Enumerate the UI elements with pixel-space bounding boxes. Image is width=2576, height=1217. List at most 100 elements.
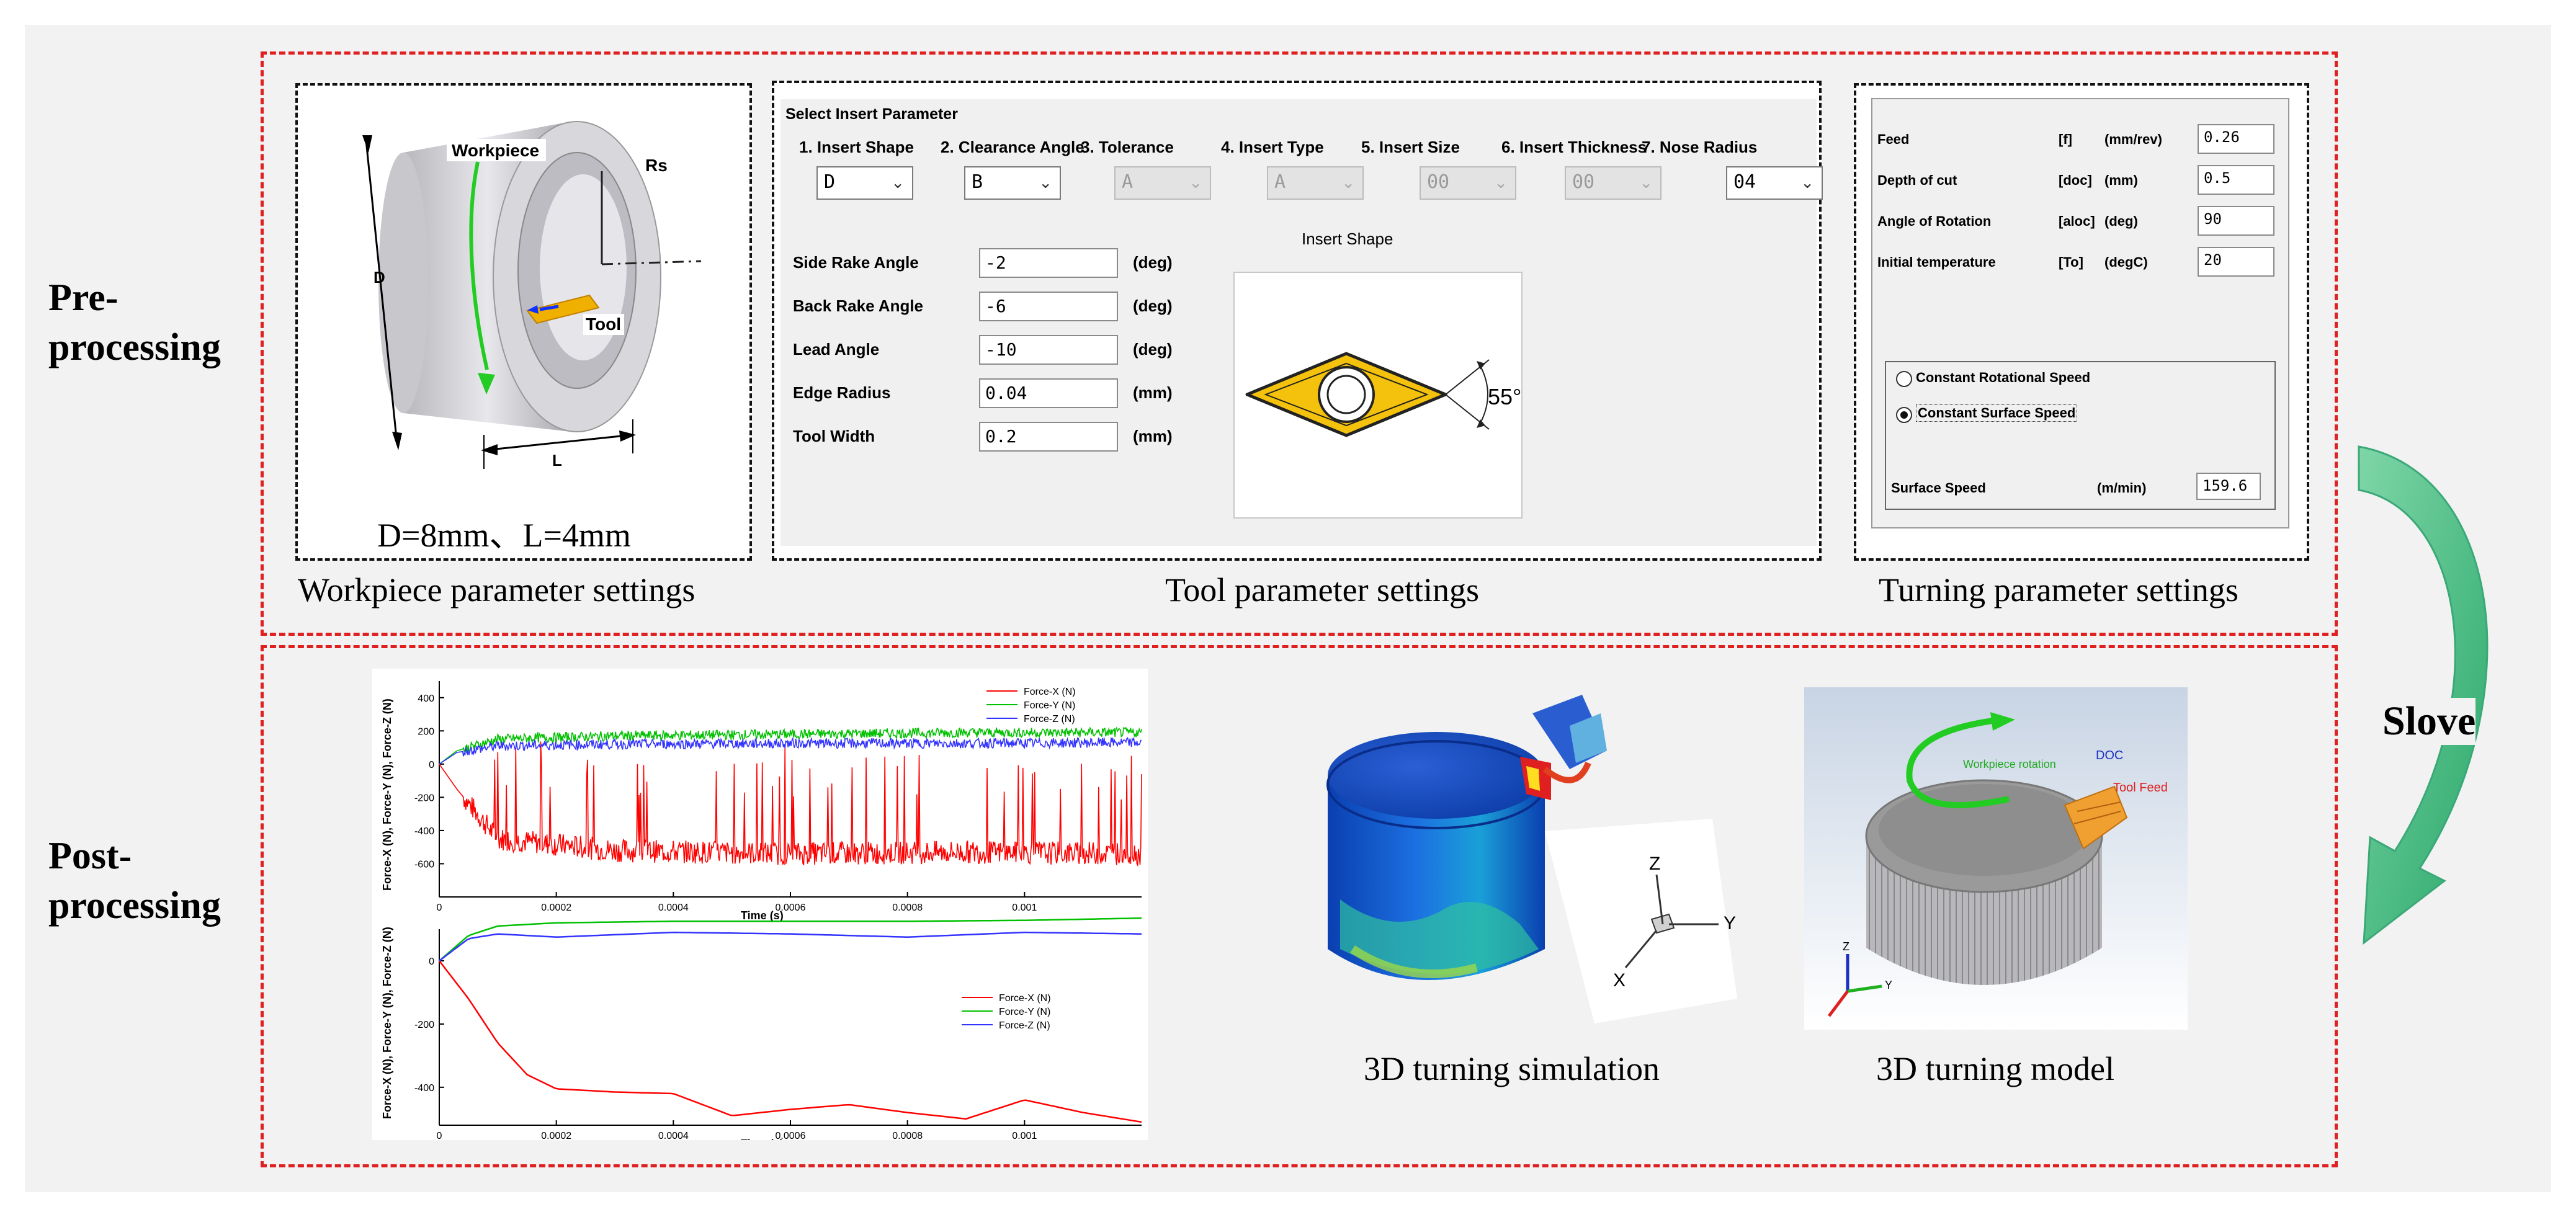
x-tick-label: 0.0002 <box>541 1131 571 1140</box>
angle-label: Edge Radius <box>793 383 891 402</box>
model-illustration: Workpiece rotation DOC Tool Feed Z Y <box>1804 687 2188 1030</box>
x-tick-label: 0.0008 <box>892 903 923 913</box>
surface-speed-input[interactable]: 159.6 <box>2196 473 2261 500</box>
pre-processing-label: Pre- processing <box>48 277 221 368</box>
model-label-rotation: Workpiece rotation <box>1963 758 2056 770</box>
insert-column-label: 4. Insert Type <box>1221 138 1324 156</box>
insert-select-value: 00 <box>1427 171 1450 193</box>
x-tick-label: 0.0008 <box>892 1131 923 1140</box>
insert-column-label: 2. Clearance Angle <box>941 138 1085 156</box>
radio-surface-label: Constant Surface Speed <box>1916 404 2078 422</box>
model-caption: 3D turning model <box>1876 1050 2114 1087</box>
insert-select[interactable]: 00 ⌄ <box>1565 166 1661 200</box>
y-tick-label: 400 <box>418 693 434 704</box>
x-axis-label: Time (s) <box>741 909 784 922</box>
x-tick-label: 0 <box>437 903 442 913</box>
turning-row-symbol: [doc] <box>2059 172 2092 188</box>
model-figure: Workpiece rotation DOC Tool Feed Z Y <box>1804 687 2188 1030</box>
turning-row-symbol: [aloc] <box>2059 213 2095 229</box>
solve-label: Slove <box>2382 698 2476 745</box>
insert-column-label: 6. Insert Thickness <box>1501 138 1647 156</box>
chevron-down-icon[interactable]: ⌄ <box>1039 174 1052 192</box>
angle-input[interactable]: 0.04 <box>979 378 1118 408</box>
label-rs: Rs <box>645 156 668 175</box>
radio-rotational-circle[interactable] <box>1896 371 1912 387</box>
insert-column-label: 1. Insert Shape <box>799 138 914 156</box>
turning-row-input[interactable]: 90 <box>2198 206 2274 236</box>
x-tick-label: 0.0006 <box>776 903 806 913</box>
workpiece-dims: D=8mm、L=4mm <box>377 517 631 554</box>
chevron-down-icon[interactable]: ⌄ <box>1189 174 1202 192</box>
legend-entry: Force-Z (N) <box>999 1020 1050 1031</box>
x-tick-label: 0.001 <box>1012 1131 1037 1140</box>
angle-input[interactable]: -10 <box>979 335 1118 365</box>
turning-row-symbol: [To] <box>2059 254 2083 270</box>
y-tick-label: 0 <box>429 956 434 967</box>
x-tick-label: 0.001 <box>1012 903 1037 913</box>
insert-select[interactable]: A ⌄ <box>1267 166 1364 200</box>
insert-column-label: 7. Nose Radius <box>1642 138 1758 156</box>
insert-select[interactable]: A ⌄ <box>1114 166 1211 200</box>
insert-select[interactable]: 04 ⌄ <box>1726 166 1823 200</box>
solve-arrow <box>2358 445 2489 945</box>
angle-input[interactable]: -2 <box>979 248 1118 278</box>
turning-row-input[interactable]: 0.5 <box>2198 165 2274 195</box>
legend-entry: Force-Y (N) <box>1024 700 1075 711</box>
legend-entry: Force-X (N) <box>1024 687 1076 697</box>
turning-row-symbol: [f] <box>2059 132 2072 147</box>
insert-select[interactable]: B ⌄ <box>964 166 1061 200</box>
turning-row-input[interactable]: 0.26 <box>2198 124 2274 154</box>
insert-select-value: B <box>972 171 983 193</box>
angle-unit: (deg) <box>1133 253 1173 272</box>
label-l: L <box>552 451 562 470</box>
angle-label: Side Rake Angle <box>793 253 919 272</box>
turning-row-label: Depth of cut <box>1877 172 1957 188</box>
sim-axis-y: Y <box>1724 913 1736 934</box>
series-line <box>439 917 1142 961</box>
legend-entry: Force-Z (N) <box>1024 714 1075 724</box>
x-tick-label: 0.0004 <box>658 1131 689 1140</box>
angle-input[interactable]: 0.2 <box>979 422 1118 452</box>
insert-select-value: 00 <box>1572 171 1595 193</box>
insert-select-value: A <box>1122 171 1134 193</box>
post-processing-box <box>261 645 2338 1167</box>
y-tick-label: 0 <box>429 760 434 770</box>
insert-column-label: 3. Tolerance <box>1081 138 1174 156</box>
angle-input[interactable]: -6 <box>979 292 1118 321</box>
angle-label: Back Rake Angle <box>793 296 924 315</box>
chevron-down-icon[interactable]: ⌄ <box>1494 174 1508 192</box>
insert-select[interactable]: 00 ⌄ <box>1420 166 1516 200</box>
sim-axis-x: X <box>1613 970 1626 991</box>
y-tick-label: -600 <box>414 859 434 870</box>
turning-row-input[interactable]: 20 <box>2198 247 2274 277</box>
post-processing-label: Post- processing <box>48 835 221 927</box>
insert-shape-diagram: 55° <box>1245 352 1521 437</box>
radio-rotational-label: Constant Rotational Speed <box>1916 370 2091 385</box>
chevron-down-icon[interactable]: ⌄ <box>1800 174 1814 192</box>
angle-unit: (deg) <box>1133 340 1173 359</box>
chevron-down-icon[interactable]: ⌄ <box>891 174 905 192</box>
series-line <box>439 741 1142 867</box>
surface-speed-label: Surface Speed <box>1891 480 1986 496</box>
insert-select-value: D <box>824 171 836 193</box>
insert-select[interactable]: D ⌄ <box>816 166 913 200</box>
speed-group: Constant Rotational Speed Constant Surfa… <box>1885 361 2276 510</box>
force-charts: 0 0.0002 0.0004 0.0006 0.0008 0.001 400 200 0 -20… <box>372 669 1148 1150</box>
y-tick-label: 200 <box>418 726 434 737</box>
y-tick-label: -200 <box>414 1020 434 1030</box>
turning-row-unit: (mm/rev) <box>2104 132 2162 147</box>
angle-unit: (deg) <box>1133 296 1173 315</box>
insert-shape-title: Insert Shape <box>1302 230 1393 248</box>
y-tick-label: -400 <box>414 826 434 837</box>
insert-shape-preview: 55° <box>1233 272 1523 519</box>
series-line <box>439 931 1142 961</box>
insert-column-label: 5. Insert Size <box>1361 138 1460 156</box>
turning-row-label: Angle of Rotation <box>1877 213 1992 229</box>
simulation-figure: Z Y X <box>1315 676 1750 1030</box>
angle-label: Lead Angle <box>793 340 880 359</box>
chevron-down-icon[interactable]: ⌄ <box>1639 174 1653 192</box>
workpiece-illustration: Workpiece Rs Tool D L <box>354 97 713 494</box>
radio-surface-circle[interactable] <box>1896 407 1912 423</box>
series-line <box>439 736 1142 765</box>
chevron-down-icon[interactable]: ⌄ <box>1341 174 1355 192</box>
